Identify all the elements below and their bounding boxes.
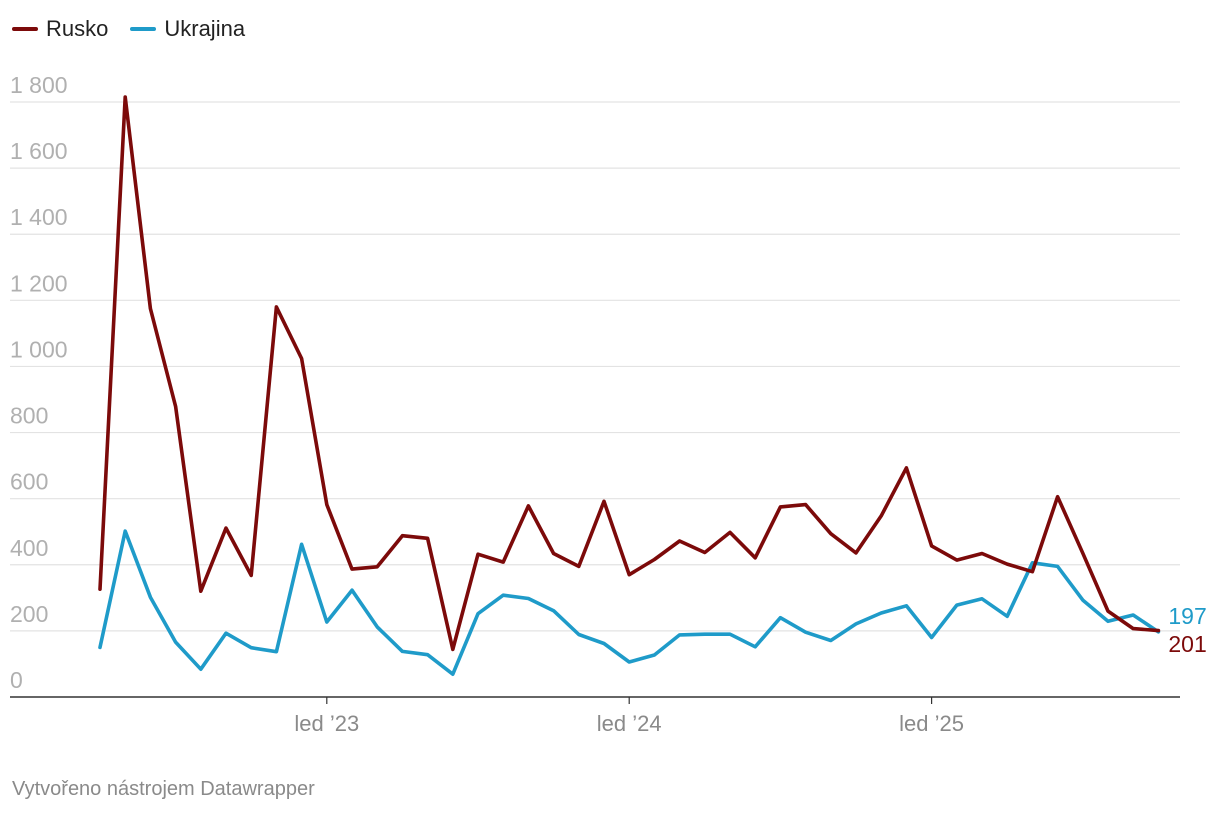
x-tick-label-21: led ’24 <box>597 711 662 736</box>
end-label-ukrajina: 197 <box>1168 603 1206 629</box>
y-tick-label-1600: 1 600 <box>10 138 68 164</box>
legend-label-ukrajina: Ukrajina <box>164 16 246 41</box>
end-label-rusko: 201 <box>1168 631 1206 657</box>
x-tick-label-33: led ’25 <box>899 711 964 736</box>
y-tick-label-600: 600 <box>10 469 48 495</box>
y-tick-label-1800: 1 800 <box>10 72 68 98</box>
legend-label-rusko: Rusko <box>46 16 109 41</box>
legend: Rusko Ukrajina <box>12 16 245 42</box>
y-tick-label-1200: 1 200 <box>10 270 68 296</box>
legend-swatch-rusko <box>12 27 38 31</box>
series-line-rusko <box>98 95 1161 652</box>
series-line-ukrajina <box>98 529 1161 677</box>
legend-swatch-ukrajina <box>130 27 157 31</box>
y-tick-label-200: 200 <box>10 601 48 627</box>
y-tick-label-400: 400 <box>10 535 48 561</box>
legend-item-rusko: Rusko <box>12 16 108 42</box>
y-tick-label-0: 0 <box>10 667 23 693</box>
y-tick-label-1000: 1 000 <box>10 336 68 362</box>
y-tick-label-800: 800 <box>10 403 48 429</box>
y-tick-label-1400: 1 400 <box>10 204 68 230</box>
footer-credit: Vytvořeno nástrojem Datawrapper <box>12 778 315 800</box>
legend-item-ukrajina: Ukrajina <box>130 16 245 42</box>
x-tick-label-9: led ’23 <box>294 711 359 736</box>
